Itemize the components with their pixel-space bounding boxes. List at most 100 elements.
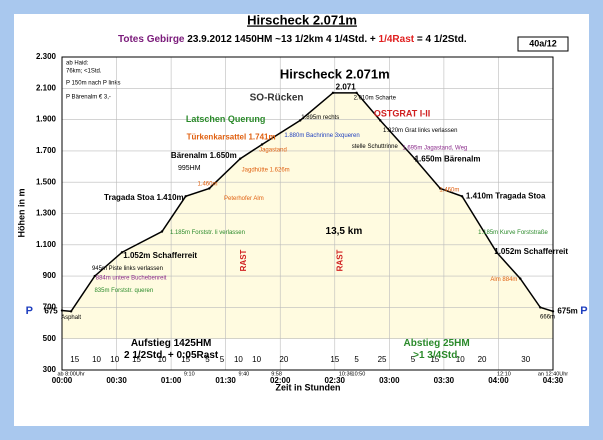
profile-point: [439, 187, 442, 190]
annotation: Asphalt: [61, 315, 81, 321]
x-tick-label: 00:00: [52, 376, 73, 385]
annotation: Latschen Querung: [186, 114, 266, 124]
annotation: 1.460m: [439, 188, 459, 194]
page-title: Hirscheck 2.071m: [247, 12, 357, 27]
x-tick-label: 01:30: [215, 376, 236, 385]
annotation: P: [580, 305, 587, 317]
annotation: 835m Forststr. queren: [94, 288, 153, 294]
time-label: 9:40: [238, 371, 249, 377]
time-label: 9:58: [271, 371, 282, 377]
annotation: 1.410m Tragada Stoa: [466, 191, 546, 200]
info: P 150m nach P links: [66, 81, 120, 87]
leg-duration: 5: [411, 355, 416, 364]
area-fill: [62, 92, 553, 339]
annotation: Jagastand: [259, 148, 287, 154]
annotation: 1.650m Bärenalm: [415, 155, 481, 164]
y-tick-label: 900: [43, 271, 57, 280]
annotation: SO-Rücken: [250, 92, 304, 103]
leg-duration: 15: [330, 355, 339, 364]
profile-point: [539, 306, 542, 309]
x-tick-label: 02:00: [270, 376, 291, 385]
rest-label: RAST: [335, 249, 344, 271]
code-box: [517, 36, 569, 52]
x-tick-label: 01:00: [161, 376, 182, 385]
subtitle: Totes Gebirge 23.9.2012 1450HM ~13 1/2km…: [118, 34, 467, 45]
y-tick-label: 1.300: [36, 209, 57, 218]
code: 40a/12: [529, 38, 557, 48]
total: = 4 1/2Std.: [417, 34, 467, 45]
annotation: 1.820m Grat links verlassen: [383, 128, 457, 134]
profile-point: [69, 310, 73, 313]
annotation: stelle Schuttrinne: [352, 144, 399, 150]
details: 23.9.2012 1450HM ~13 1/2km 4 1/4Std. +: [187, 34, 376, 45]
profile-point: [413, 157, 416, 160]
leg-duration: 25: [378, 355, 387, 364]
annotation: 675m: [557, 306, 577, 315]
x-tick-label: 04:00: [488, 376, 509, 385]
annotation: 1.895m rechts: [301, 115, 339, 121]
annotation: 884m untere Buchebenreit: [96, 276, 167, 282]
annotation: Peterhofer Alm: [224, 196, 264, 202]
annotation: 1.052m Schafferreit: [494, 247, 568, 256]
y-tick-label: 500: [43, 334, 57, 343]
profile-point: [208, 187, 211, 190]
time-label: 12:10: [497, 371, 511, 377]
x-tick-label: 04:30: [543, 376, 564, 385]
leg-duration: 5: [205, 355, 210, 364]
leg-duration: 20: [279, 355, 288, 364]
x-tick-label: 03:30: [434, 376, 455, 385]
leg-duration: 15: [430, 355, 439, 364]
profile-point: [260, 143, 264, 146]
y-axis-title: Höhen in m: [16, 189, 26, 238]
profile-point: [460, 195, 464, 198]
profile-point: [331, 91, 335, 95]
profile-line: [61, 92, 554, 313]
y-tick-label: 1.700: [36, 146, 57, 155]
region: Totes Gebirge: [118, 34, 185, 45]
profile-point: [60, 309, 64, 312]
profile-point: [239, 157, 242, 160]
leg-duration: 10: [92, 355, 101, 364]
x-axis-title: Zeit in Stunden: [276, 382, 341, 392]
info: 76km; <1Std.: [66, 69, 102, 75]
leg-duration: 10: [456, 355, 465, 364]
annotation: 945m Piste links verlassen: [92, 266, 163, 272]
leg-duration: 15: [132, 355, 141, 364]
profile-point: [93, 274, 96, 278]
x-tick-label: 03:00: [379, 376, 400, 385]
time-label: 10:50: [352, 371, 366, 377]
annotation: 2 1/2Std. + 0:05Rast: [124, 350, 219, 361]
annotation: 1.880m Bachrinne 3xqueren: [284, 133, 359, 139]
annotation: Tragada Stoa 1.410m: [104, 193, 184, 202]
annotation: Türkenkarsattel 1.741m: [187, 133, 276, 142]
annotation: 1.185m Forststr. li verlassen: [170, 230, 245, 236]
annotation: Abstieg 25HM: [404, 338, 470, 349]
profile-point: [355, 91, 358, 95]
annotation: 666m: [540, 314, 555, 320]
leg-duration: 20: [478, 355, 487, 364]
profile-point: [299, 119, 302, 122]
annotation: 1.185m Kurve Forststraße: [478, 230, 548, 236]
annotation: Jagdhütte 1.626m: [242, 167, 290, 173]
profile-point: [120, 251, 124, 254]
y-tick-label: 700: [43, 303, 57, 312]
annotation: 1.695m Jagastand, Weg: [402, 145, 467, 151]
annotation: Bärenalm 1.650m: [171, 151, 237, 160]
profile-point: [184, 195, 187, 198]
x-tick-label: 00:30: [106, 376, 127, 385]
info: ab Haid:: [66, 61, 89, 67]
annotation: 675: [44, 306, 58, 315]
annotation: Hirscheck 2.071m: [280, 66, 390, 81]
annotation: 1.052m Schafferreit: [123, 251, 197, 260]
leg-duration: 5: [220, 355, 225, 364]
leg-duration: 15: [181, 355, 190, 364]
leg-duration: 10: [158, 355, 167, 364]
leg-duration: 30: [521, 355, 530, 364]
leg-duration: 10: [110, 355, 119, 364]
x-tick-label: 02:30: [325, 376, 346, 385]
plot-frame: [61, 56, 554, 371]
time-label: an 12:40Uhr: [538, 371, 568, 377]
profile-point: [495, 251, 498, 254]
annotation: 995HM: [178, 165, 201, 172]
info: P Bärenalm € 3,-: [66, 95, 111, 101]
